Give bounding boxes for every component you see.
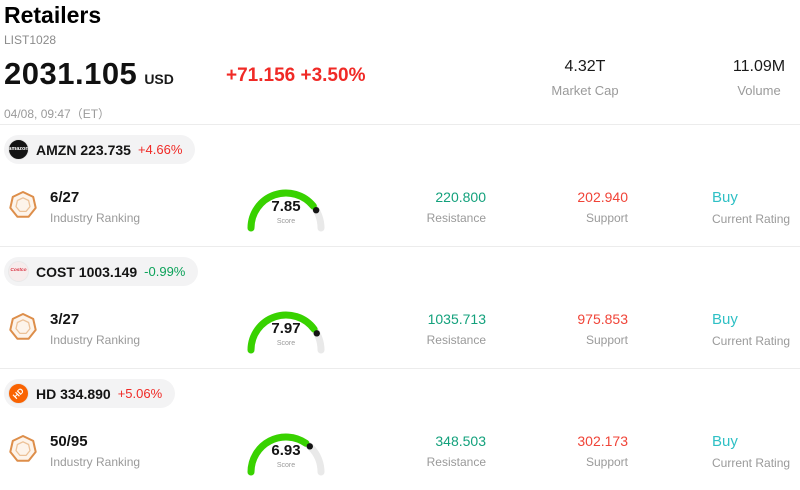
volume-value: 11.09M xyxy=(732,58,786,75)
score-gauge: 7.85 Score xyxy=(243,180,329,234)
score-gauge-col: 6.93 Score xyxy=(216,424,356,478)
score-gauge-col: 7.97 Score xyxy=(216,302,356,356)
score-label: Score xyxy=(276,218,296,225)
stock-section-amzn: amazon AMZN 223.735 +4.66% 6/27 Industry… xyxy=(0,125,800,246)
industry-ranking-block: 6/27 Industry Ranking xyxy=(4,189,154,225)
stock-metrics-row: 6/27 Industry Ranking 7.85 Score 220.800… xyxy=(4,177,796,237)
resistance-label: Resistance xyxy=(426,333,486,347)
support-label: Support xyxy=(585,211,628,225)
ranking-badge-icon xyxy=(8,434,38,469)
page-title: Retailers xyxy=(4,2,102,28)
currency-label: USD xyxy=(144,71,174,87)
resistance-block: 1035.713 Resistance xyxy=(356,311,486,347)
home-depot-logo-icon: HD xyxy=(8,383,29,404)
score-label: Score xyxy=(276,462,296,469)
stock-metrics-row: 3/27 Industry Ranking 7.97 Score 1035.71… xyxy=(4,299,796,359)
score-gauge-col: 7.85 Score xyxy=(216,180,356,234)
rating-label: Current Rating xyxy=(712,455,791,470)
ranking-badge-icon xyxy=(8,312,38,347)
resistance-block: 348.503 Resistance xyxy=(356,433,486,469)
ticker-price: COST 1003.149 xyxy=(36,263,138,280)
rating-block: Buy Current Rating xyxy=(712,433,790,470)
logo-text: HD xyxy=(10,385,26,401)
resistance-value: 220.800 xyxy=(435,189,486,205)
support-label: Support xyxy=(585,333,628,347)
logo-text: amazon xyxy=(8,145,29,152)
logo-text: Costco xyxy=(10,268,27,274)
list-id: LIST1028 xyxy=(4,33,57,47)
list-header: Retailers LIST1028 2031.105 USD +71.156 +… xyxy=(0,0,800,125)
quote-timestamp: 04/08, 09:47（ET） xyxy=(4,107,111,121)
score-label: Score xyxy=(276,340,296,347)
rating-label: Current Rating xyxy=(712,211,791,226)
stock-section-cost: Costco COST 1003.149 -0.99% 3/27 Industr… xyxy=(0,246,800,368)
score-value: 6.93 xyxy=(271,442,301,459)
amazon-logo-icon: amazon xyxy=(8,139,29,160)
resistance-label: Resistance xyxy=(426,211,486,225)
industry-rank-value: 6/27 xyxy=(50,189,80,206)
resistance-value: 1035.713 xyxy=(427,311,486,327)
score-value: 7.97 xyxy=(271,320,301,337)
support-value: 302.173 xyxy=(577,433,628,449)
support-block: 302.173 Support xyxy=(486,433,628,469)
industry-ranking-block: 3/27 Industry Ranking xyxy=(4,311,154,347)
rating-block: Buy Current Rating xyxy=(712,189,790,226)
resistance-value: 348.503 xyxy=(435,433,486,449)
support-value: 202.940 xyxy=(577,189,628,205)
ticker-price: AMZN 223.735 xyxy=(36,141,131,158)
volume-label: Volume xyxy=(737,83,781,98)
industry-ranking-block: 50/95 Industry Ranking xyxy=(4,433,154,469)
ticker-price: HD 334.890 xyxy=(36,385,111,402)
support-block: 202.940 Support xyxy=(486,189,628,225)
ticker-change: +5.06% xyxy=(117,386,163,401)
score-value: 7.85 xyxy=(271,198,301,215)
industry-rank-label: Industry Ranking xyxy=(50,333,141,347)
rating-value[interactable]: Buy xyxy=(712,310,738,328)
rating-value[interactable]: Buy xyxy=(712,432,738,450)
rating-label: Current Rating xyxy=(712,333,791,348)
stock-pill-hd[interactable]: HD HD 334.890 +5.06% xyxy=(4,379,176,408)
rating-block: Buy Current Rating xyxy=(712,311,790,348)
stock-metrics-row: 50/95 Industry Ranking 6.93 Score 348.50… xyxy=(4,421,796,481)
resistance-block: 220.800 Resistance xyxy=(356,189,486,225)
ranking-badge-icon xyxy=(8,190,38,225)
ticker-change: -0.99% xyxy=(144,264,186,279)
industry-rank-label: Industry Ranking xyxy=(50,455,141,469)
ticker-change: +4.66% xyxy=(137,142,183,157)
support-block: 975.853 Support xyxy=(486,311,628,347)
rating-value[interactable]: Buy xyxy=(712,188,738,206)
volume-stat: 11.09M Volume xyxy=(718,58,800,98)
index-change: +71.156 +3.50% xyxy=(226,65,366,86)
stock-pill-amzn[interactable]: amazon AMZN 223.735 +4.66% xyxy=(4,135,196,164)
stock-pill-cost[interactable]: Costco COST 1003.149 -0.99% xyxy=(4,257,199,286)
market-cap-label: Market Cap xyxy=(551,83,619,98)
resistance-label: Resistance xyxy=(426,455,486,469)
score-gauge: 7.97 Score xyxy=(243,302,329,356)
index-price: 2031.105 xyxy=(4,56,138,91)
support-value: 975.853 xyxy=(577,311,628,327)
support-label: Support xyxy=(585,455,628,469)
industry-rank-value: 50/95 xyxy=(50,433,88,450)
costco-logo-icon: Costco xyxy=(8,261,29,282)
score-gauge: 6.93 Score xyxy=(243,424,329,478)
market-cap-stat: 4.32T Market Cap xyxy=(540,58,630,98)
market-cap-value: 4.32T xyxy=(564,58,606,75)
price-row: 2031.105 USD +71.156 +3.50% 4.32T Market … xyxy=(4,56,796,98)
stock-section-hd: HD HD 334.890 +5.06% 50/95 Industry Rank… xyxy=(0,368,800,490)
industry-rank-value: 3/27 xyxy=(50,311,80,328)
industry-rank-label: Industry Ranking xyxy=(50,211,141,225)
